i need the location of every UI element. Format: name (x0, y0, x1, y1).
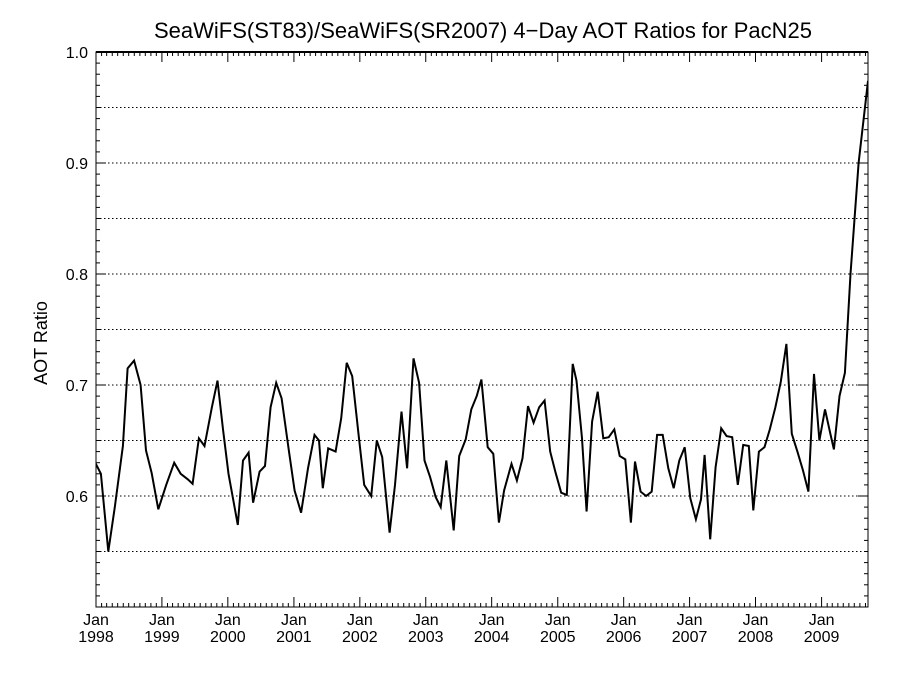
grid-lines (96, 51, 868, 552)
x-tick-month: Jan (413, 612, 439, 629)
series-layer (96, 80, 868, 552)
x-tick-year: 2006 (606, 629, 642, 646)
plot-frame (95, 51, 869, 608)
x-tick-month: Jan (677, 612, 703, 629)
x-tick-year: 2005 (540, 629, 576, 646)
x-tick-year: 2007 (672, 629, 708, 646)
x-tick-month: Jan (83, 612, 109, 629)
x-tick-year: 2008 (738, 629, 774, 646)
x-tick-month: Jan (215, 612, 241, 629)
x-tick-year: 2000 (210, 629, 246, 646)
y-tick-label: 0.7 (66, 378, 88, 395)
x-tick-year: 2003 (408, 629, 444, 646)
x-tick-year: 1999 (144, 629, 180, 646)
y-tick-label: 0.9 (66, 156, 88, 173)
y-tick-label: 1.0 (66, 45, 88, 62)
x-tick-year: 1998 (78, 629, 114, 646)
x-tick-month: Jan (281, 612, 307, 629)
x-tick-year: 2009 (804, 629, 840, 646)
x-tick-month: Jan (809, 612, 835, 629)
x-tick-year: 2004 (474, 629, 510, 646)
x-tick-year: 2002 (342, 629, 378, 646)
x-tick-month: Jan (149, 612, 175, 629)
chart-title: SeaWiFS(ST83)/SeaWiFS(SR2007) 4−Day AOT … (154, 18, 812, 43)
axis-ticks: 0.60.70.80.91.0Jan1998Jan1999Jan2000Jan2… (66, 45, 868, 646)
x-tick-month: Jan (347, 612, 373, 629)
y-tick-label: 0.8 (66, 267, 88, 284)
x-tick-month: Jan (611, 612, 637, 629)
x-tick-month: Jan (479, 612, 505, 629)
x-tick-month: Jan (743, 612, 769, 629)
x-tick-month: Jan (545, 612, 571, 629)
series-line (96, 80, 868, 552)
y-tick-label: 0.6 (66, 489, 88, 506)
y-axis-label: AOT Ratio (31, 301, 51, 385)
x-tick-year: 2001 (276, 629, 312, 646)
